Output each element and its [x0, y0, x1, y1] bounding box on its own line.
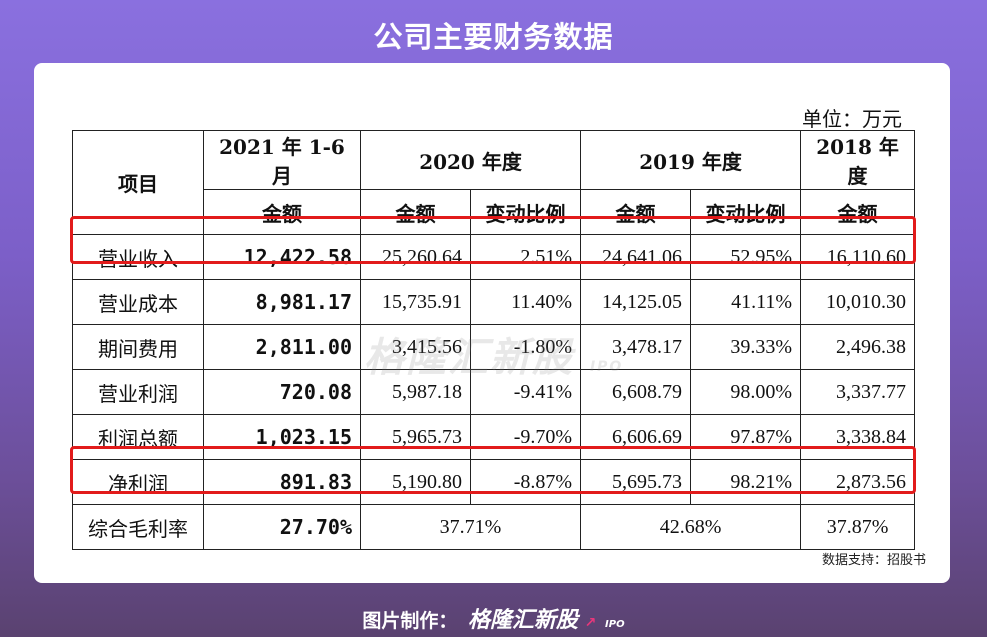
value-2021: 2,811.00: [203, 324, 361, 370]
value-2021: 720.08: [203, 369, 361, 415]
value-2020: 3,415.56: [360, 324, 471, 370]
header-change: 变动比例: [469, 189, 582, 235]
change-2019: 39.33%: [690, 324, 802, 370]
header-2020: 2020 年度: [359, 130, 582, 190]
financial-table: 项目 2021 年 1-6 月 2020 年度 2019 年度 2018 年度 …: [72, 130, 916, 550]
margin-2020: 37.71%: [359, 504, 582, 550]
value-2019: 6,608.79: [580, 369, 692, 415]
header-row-years: 项目 2021 年 1-6 月 2020 年度 2019 年度 2018 年度: [72, 130, 916, 235]
source-note: 数据支持：招股书: [821, 553, 926, 568]
change-2020: -1.80%: [469, 324, 582, 370]
change-2020: 2.51%: [469, 234, 582, 280]
margin-row: 综合毛利率 27.70% 37.71% 42.68% 37.87%: [72, 504, 916, 550]
value-2019: 5,695.73: [580, 459, 692, 505]
value-2019: 24,641.06: [580, 234, 692, 280]
header-2021: 2021 年 1-6 月: [203, 130, 361, 190]
change-2019: 98.21%: [690, 459, 802, 505]
arrow-icon: ↗: [584, 615, 597, 631]
footer-brand: 格隆汇新股: [468, 608, 579, 633]
value-2021: 1,023.15: [203, 414, 361, 460]
change-2020: -9.41%: [469, 369, 582, 415]
watermark: 格隆汇新股 IPO: [364, 325, 623, 383]
value-2019: 3,478.17: [580, 324, 692, 370]
highlight-box-revenue: [70, 216, 916, 264]
watermark-text: 格隆汇新股: [364, 335, 574, 381]
value-2019: 6,606.69: [580, 414, 692, 460]
header-2019: 2019 年度: [580, 130, 802, 190]
table-row: 利润总额 1,023.15 5,965.73 -9.70% 6,606.69 9…: [72, 414, 916, 460]
header-amount: 金额: [580, 189, 692, 235]
value-2018: 2,873.56: [800, 459, 916, 505]
value-2018: 2,496.38: [800, 324, 916, 370]
watermark-sub: IPO: [589, 359, 624, 375]
table-row: 净利润 891.83 5,190.80 -8.87% 5,695.73 98.2…: [72, 459, 916, 505]
row-item: 营业利润: [72, 369, 204, 415]
footer-label: 图片制作：: [362, 610, 458, 632]
value-2021: 891.83: [203, 459, 361, 505]
value-2019: 14,125.05: [580, 279, 692, 325]
change-2020: -8.87%: [469, 459, 582, 505]
change-2020: -9.70%: [469, 414, 582, 460]
change-2019: 98.00%: [690, 369, 802, 415]
unit-label: 单位：万元: [802, 107, 902, 131]
value-2018: 3,337.77: [800, 369, 916, 415]
row-item: 营业成本: [72, 279, 204, 325]
margin-2018: 37.87%: [800, 504, 916, 550]
value-2021: 8,981.17: [203, 279, 361, 325]
change-2020: 11.40%: [469, 279, 582, 325]
row-item: 营业收入: [72, 234, 204, 280]
header-2018: 2018 年度: [800, 130, 916, 190]
value-2020: 15,735.91: [360, 279, 471, 325]
table-row: 营业成本 8,981.17 15,735.91 11.40% 14,125.05…: [72, 279, 916, 325]
header-amount: 金额: [800, 189, 916, 235]
page-title: 公司主要财务数据: [373, 20, 614, 54]
header-row-sub: 金额 金额 变动比例 金额 变动比例 金额: [73, 189, 916, 235]
value-2018: 3,338.84: [800, 414, 916, 460]
financial-card: 单位：万元 项目 2021 年 1-6 月 2020 年度 2019 年度 20…: [34, 63, 950, 583]
value-2020: 5,965.73: [360, 414, 471, 460]
highlight-box-net-profit: [70, 446, 916, 494]
value-2021: 12,422.58: [203, 234, 361, 280]
value-2018: 10,010.30: [800, 279, 916, 325]
margin-2021: 27.70%: [203, 504, 361, 550]
change-2019: 41.11%: [690, 279, 802, 325]
footer-credit: 图片制作： 格隆汇新股 ↗ IPO: [0, 602, 987, 634]
value-2020: 5,987.18: [360, 369, 471, 415]
row-item: 综合毛利率: [72, 504, 204, 550]
row-item: 期间费用: [72, 324, 204, 370]
table-row: 期间费用 2,811.00 3,415.56 -1.80% 3,478.17 3…: [72, 324, 916, 370]
footer-sub: IPO: [605, 619, 625, 630]
header-amount: 金额: [360, 189, 471, 235]
table-row: 营业利润 720.08 5,987.18 -9.41% 6,608.79 98.…: [72, 369, 916, 415]
margin-2019: 42.68%: [580, 504, 802, 550]
row-item: 净利润: [72, 459, 204, 505]
